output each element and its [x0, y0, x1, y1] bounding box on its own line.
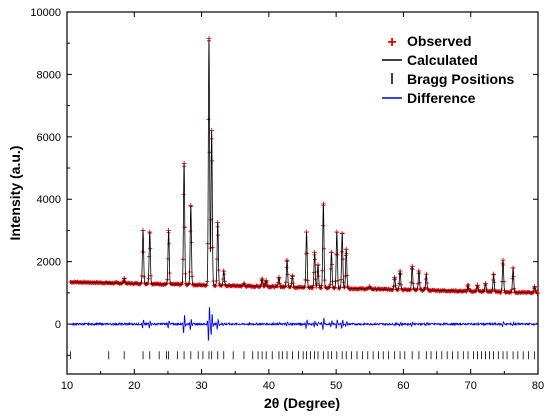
- x-tick-label: 50: [330, 380, 342, 392]
- x-tick-label: 60: [397, 380, 409, 392]
- y-axis-title: Intensity (a.u.): [7, 146, 23, 241]
- y-tick-label: 10000: [30, 7, 61, 19]
- legend-difference-label: Difference: [407, 90, 476, 106]
- legend-item-observed: + Observed: [387, 33, 471, 51]
- legend-observed-label: Observed: [407, 33, 472, 49]
- legend: + Observed Calculated Bragg Positions Di…: [382, 33, 515, 106]
- legend-item-calculated: Calculated: [382, 52, 478, 68]
- calculated-series-line: [70, 38, 538, 294]
- legend-observed-marker: +: [387, 34, 396, 51]
- x-tick-label: 70: [465, 380, 477, 392]
- y-tick-label: 2000: [37, 257, 61, 269]
- x-axis-ticks: 10 20 30 40 50 60 70 80: [61, 12, 544, 392]
- x-tick-label: 20: [128, 380, 140, 392]
- x-axis-title: 2θ (Degree): [264, 395, 340, 411]
- legend-bragg-label: Bragg Positions: [407, 71, 515, 87]
- bragg-positions-marks: [69, 351, 536, 360]
- x-tick-label: 10: [61, 380, 73, 392]
- x-tick-label: 40: [263, 380, 275, 392]
- legend-calculated-label: Calculated: [407, 52, 478, 68]
- y-axis-ticks: 0 2000 4000 6000 8000 10000: [30, 7, 538, 356]
- legend-item-difference: Difference: [382, 90, 476, 106]
- difference-series-line: [70, 306, 539, 342]
- legend-item-bragg: Bragg Positions: [391, 71, 515, 87]
- x-tick-label: 80: [532, 380, 544, 392]
- y-tick-label: 6000: [37, 132, 61, 144]
- y-tick-label: 8000: [37, 69, 61, 81]
- y-tick-label: 0: [55, 319, 61, 331]
- y-tick-label: 4000: [37, 194, 61, 206]
- x-tick-label: 30: [195, 380, 207, 392]
